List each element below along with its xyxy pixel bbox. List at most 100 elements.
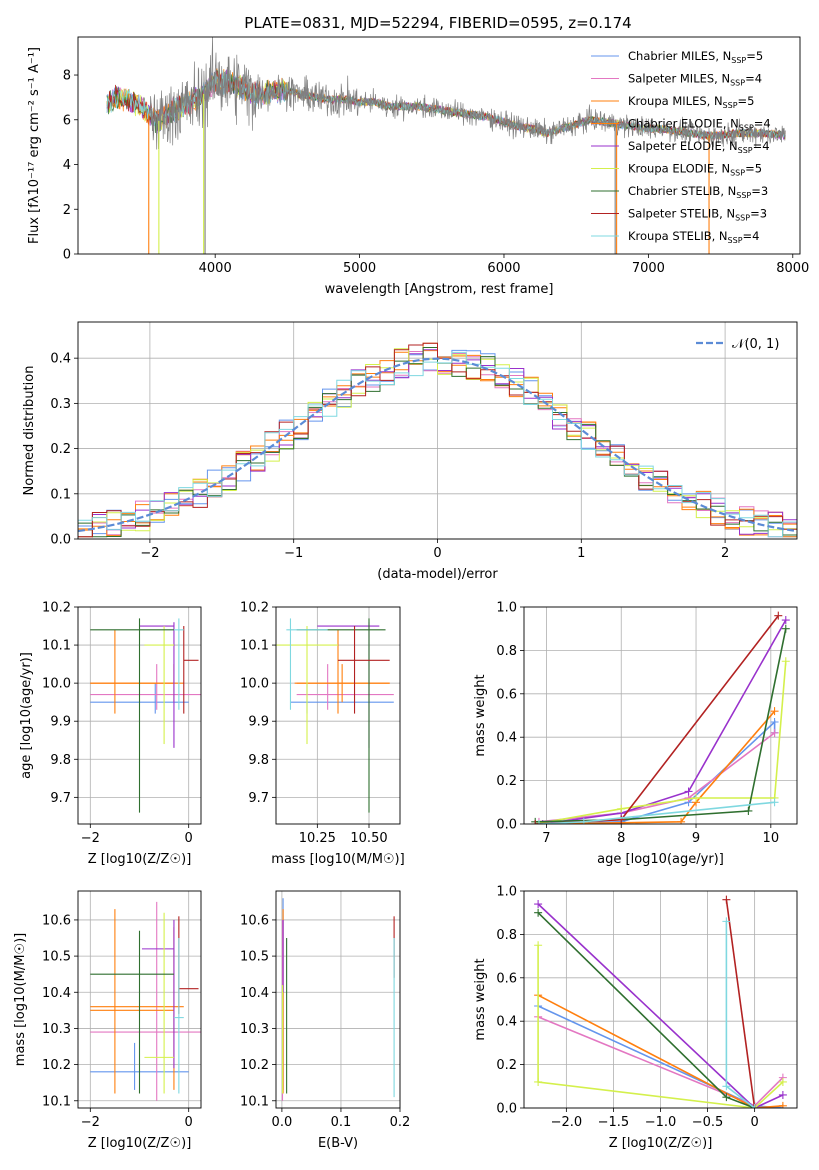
y-axis-label: mass weight <box>473 674 488 756</box>
histogram-step <box>78 342 797 538</box>
y-tick-label: 0.3 <box>50 397 71 412</box>
x-tick-label: −1 <box>284 546 303 561</box>
mass-weight-line <box>542 619 787 824</box>
data-point-marker <box>770 707 779 716</box>
data-point-marker <box>684 787 693 796</box>
data-point-marker <box>722 1082 731 1091</box>
x-axis-label: wavelength [Angstrom, rest frame] <box>325 282 554 297</box>
x-tick-label: −2 <box>81 831 100 846</box>
x-tick-label: 10.50 <box>350 831 387 846</box>
x-tick-label: 4000 <box>199 261 232 276</box>
data-point-marker <box>617 804 626 813</box>
y-tick-label: 10.2 <box>42 1058 71 1073</box>
x-tick-label: 1 <box>577 546 585 561</box>
panel-residuals: −2 −1 0 1 2 0.0 0.1 0.2 0.3 0.4 (data-model)/error… <box>22 321 798 582</box>
data-point-marker <box>781 624 790 633</box>
legend-label: Chabrier STELIB, NSSP=3 <box>628 184 768 200</box>
x-tick-label: −2 <box>81 1115 100 1130</box>
legend-label: Salpeter MILES, NSSP=4 <box>628 72 762 88</box>
y-tick-label: 9.8 <box>50 753 71 768</box>
x-tick-label: 7000 <box>632 261 665 276</box>
x-tick-label: 10.25 <box>299 831 336 846</box>
x-tick-label: −2.0 <box>551 1115 583 1130</box>
y-tick-label: 0.6 <box>496 971 517 986</box>
panel-age-vs-mass: 10.25 10.50 9.7 9.8 9.9 10.0 10.1 10.2 mass [log… <box>240 601 405 868</box>
data-point-marker <box>750 1104 759 1108</box>
axes-frame <box>275 890 401 1109</box>
y-tick-label: 0.6 <box>496 687 517 702</box>
panel-mass-vs-z: −2 0 10.1 10.2 10.3 10.4 10.5 10.6 Z [log10(Z/Z☉… <box>13 890 202 1151</box>
x-tick-label: 8 <box>617 831 625 846</box>
y-tick-label: 10.0 <box>42 677 71 692</box>
data-point-marker <box>781 616 790 625</box>
legend-label: Chabrier MILES, NSSP=5 <box>628 49 763 65</box>
x-axis-label: Z [log10(Z/Z☉)] <box>609 1136 713 1151</box>
x-tick-label: 10 <box>763 831 780 846</box>
y-tick-label: 10.1 <box>240 639 269 654</box>
data-point-marker <box>770 728 779 737</box>
y-tick-label: 10.1 <box>42 1094 71 1109</box>
y-tick-label: 10.4 <box>42 986 71 1001</box>
mass-weight-line <box>535 615 779 824</box>
x-axis-label: Z [log10(Z/Z☉)] <box>88 852 192 867</box>
legend-label: Salpeter STELIB, NSSP=3 <box>628 207 767 223</box>
y-tick-label: 0.2 <box>496 1058 517 1073</box>
x-tick-label: −0.5 <box>692 1115 724 1130</box>
mass-weight-line <box>538 710 776 824</box>
mass-weight-line <box>538 732 776 823</box>
y-tick-label: 10.1 <box>240 1094 269 1109</box>
y-tick-label: 10.5 <box>240 950 269 965</box>
y-tick-label: 10.2 <box>42 601 71 616</box>
y-tick-label: 10.6 <box>42 913 71 928</box>
axes-frame <box>275 606 401 825</box>
y-tick-label: 10.0 <box>240 677 269 692</box>
x-tick-label: −2 <box>140 546 159 561</box>
panel-age-vs-z: −2 0 9.7 9.8 9.9 10.0 10.1 10.2 Z [log10(Z/Z☉)] a… <box>19 601 202 867</box>
plot-area <box>90 901 201 1101</box>
data-point-marker <box>534 908 543 917</box>
plot-area <box>90 618 201 813</box>
x-tick-label: 0 <box>750 1115 758 1130</box>
y-tick-label: 10.3 <box>42 1022 71 1037</box>
y-tick-label: 0.0 <box>50 533 71 548</box>
y-tick-label: 1.0 <box>496 601 517 616</box>
plot-area <box>281 898 395 1101</box>
data-point-marker <box>722 1093 731 1102</box>
y-tick-label: 0.4 <box>496 1015 517 1030</box>
data-point-marker <box>534 900 543 909</box>
y-tick-label: 10.1 <box>42 639 71 654</box>
data-point-marker <box>744 806 753 815</box>
x-tick-label: 2 <box>721 546 729 561</box>
axes-frame <box>523 890 798 1109</box>
x-tick-label: −1.5 <box>598 1115 630 1130</box>
x-tick-label: 8000 <box>776 261 809 276</box>
axes-frame <box>523 606 798 825</box>
y-tick-label: 4 <box>63 158 71 173</box>
y-axis-label: age [log10(age/yr)] <box>19 652 34 779</box>
data-point-marker <box>778 1090 787 1099</box>
y-tick-label: 6 <box>63 113 71 128</box>
x-tick-label: 9 <box>692 831 700 846</box>
y-tick-label: 0.8 <box>496 644 517 659</box>
panel-spectrum: 4000 5000 6000 7000 8000 0 2 4 6 8 wavelength [Ang… <box>27 36 809 297</box>
legend-label: Kroupa STELIB, NSSP=4 <box>628 229 759 245</box>
x-tick-label: 7 <box>542 831 550 846</box>
x-tick-label: 0 <box>433 546 441 561</box>
plot-area <box>531 611 790 824</box>
data-point-marker <box>770 718 779 727</box>
mass-weight-line <box>537 945 784 1108</box>
data-point-marker <box>778 1077 787 1086</box>
x-axis-label: E(B-V) <box>318 1136 358 1151</box>
panel-massweight-vs-age: 7 8 9 10 0.0 0.2 0.4 0.6 0.8 1.0 age [log10(age/yr… <box>473 601 798 867</box>
axes-frame <box>77 36 801 255</box>
data-point-marker <box>579 817 588 824</box>
y-tick-label: 10.3 <box>240 1022 269 1037</box>
y-tick-label: 0.2 <box>496 774 517 789</box>
data-point-marker <box>617 815 626 824</box>
x-axis-label: age [log10(age/yr)] <box>597 852 724 867</box>
data-point-marker <box>770 798 779 807</box>
data-point-marker <box>692 793 701 802</box>
mass-weight-line <box>725 899 756 1108</box>
x-tick-label: 0.1 <box>331 1115 352 1130</box>
